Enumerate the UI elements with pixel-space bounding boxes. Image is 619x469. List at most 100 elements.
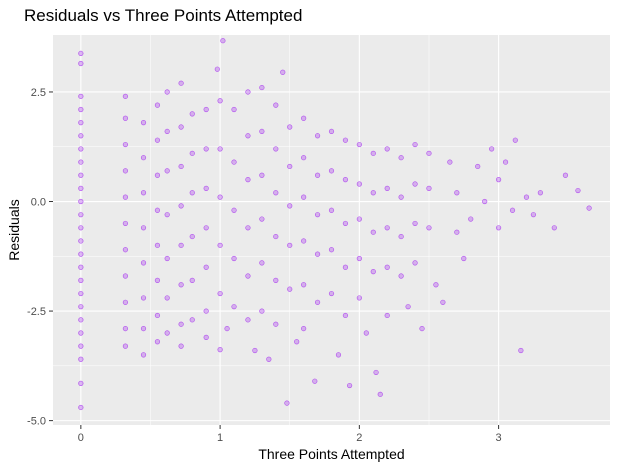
x-tick-label: 3 <box>496 432 502 444</box>
data-point <box>370 269 376 275</box>
plot-panel <box>53 35 610 425</box>
data-point <box>214 66 220 72</box>
data-point <box>412 141 418 148</box>
data-point <box>78 290 84 297</box>
data-point <box>347 382 353 389</box>
data-point <box>122 325 129 332</box>
y-tick-label: 2.5 <box>31 87 46 99</box>
data-point <box>440 299 446 305</box>
data-point <box>122 115 129 121</box>
data-point <box>164 89 170 95</box>
data-point <box>220 38 226 44</box>
data-point <box>301 115 307 121</box>
data-point <box>231 207 237 213</box>
data-point <box>328 207 335 213</box>
data-point <box>412 260 418 266</box>
y-axis-title: Residuals <box>6 199 22 260</box>
data-point <box>273 233 279 240</box>
data-point <box>231 159 237 165</box>
data-point <box>454 229 460 235</box>
data-point <box>178 242 184 248</box>
data-point <box>259 308 265 314</box>
data-point <box>245 177 251 183</box>
data-point <box>273 190 279 196</box>
data-point <box>78 120 84 126</box>
data-point <box>122 93 129 99</box>
data-point <box>314 251 321 257</box>
data-point <box>252 347 258 354</box>
data-point <box>78 225 84 231</box>
data-point <box>154 207 161 213</box>
data-point <box>154 277 161 283</box>
data-point <box>468 216 474 222</box>
x-axis-title: Three Points Attempted <box>258 446 404 462</box>
data-point <box>78 277 84 283</box>
data-point <box>312 378 318 384</box>
data-point <box>363 330 369 336</box>
data-point <box>203 146 209 152</box>
data-point <box>509 207 516 213</box>
y-tick-label: -5.0 <box>27 416 46 428</box>
data-point <box>140 352 147 358</box>
data-point <box>373 369 379 376</box>
data-point <box>178 343 184 349</box>
data-point <box>489 146 495 152</box>
data-point <box>245 225 251 231</box>
data-point <box>164 295 170 301</box>
data-point <box>575 187 581 194</box>
data-point <box>78 212 84 218</box>
data-point <box>475 163 481 170</box>
data-point <box>231 304 237 310</box>
data-point <box>496 225 502 231</box>
data-point <box>78 60 84 67</box>
data-point <box>164 330 170 336</box>
data-point <box>78 133 84 139</box>
data-point <box>314 299 321 305</box>
data-point <box>287 124 293 130</box>
data-point <box>78 198 84 205</box>
y-axis-ticks: -5.0 -2.5 0.0 2.5 <box>27 87 53 428</box>
data-point <box>78 106 84 113</box>
data-point <box>273 102 279 108</box>
data-point <box>398 155 404 161</box>
data-point <box>398 233 404 240</box>
data-point <box>328 247 335 253</box>
data-point <box>356 216 362 222</box>
data-point <box>273 146 279 152</box>
data-point <box>426 185 432 191</box>
data-point <box>78 185 84 191</box>
y-tick-label: -2.5 <box>27 306 46 318</box>
data-point <box>586 205 592 211</box>
data-point <box>78 264 84 270</box>
data-point <box>78 317 84 323</box>
data-point <box>154 102 161 108</box>
data-point <box>377 391 383 397</box>
data-point <box>78 343 84 349</box>
data-point <box>140 190 147 196</box>
data-point <box>78 380 84 386</box>
data-point <box>259 128 265 135</box>
data-point <box>335 352 342 358</box>
data-point <box>482 198 488 205</box>
data-point <box>328 168 335 174</box>
data-point <box>412 181 418 187</box>
data-point <box>203 308 209 314</box>
data-point <box>164 212 170 218</box>
data-point <box>342 137 349 143</box>
data-point <box>287 203 293 209</box>
data-point <box>122 168 129 174</box>
data-point <box>512 137 518 143</box>
data-point <box>419 325 425 332</box>
data-point <box>203 225 209 231</box>
data-point <box>122 220 129 227</box>
data-point <box>266 356 272 362</box>
data-point <box>140 325 147 332</box>
data-point <box>189 233 195 240</box>
data-point <box>78 356 84 362</box>
data-point <box>287 242 293 248</box>
data-point <box>189 190 195 196</box>
data-point <box>122 299 129 305</box>
data-point <box>342 177 349 183</box>
data-point <box>245 273 251 279</box>
data-point <box>164 168 170 174</box>
